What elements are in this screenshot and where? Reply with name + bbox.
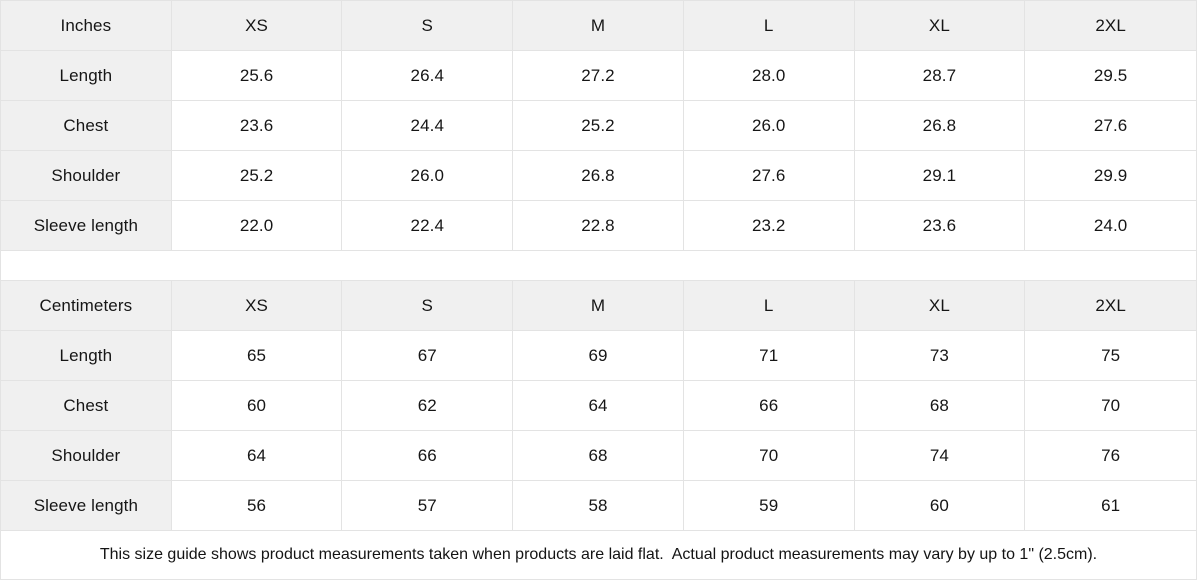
value-cell: 60 — [171, 381, 343, 431]
value-cell: 66 — [342, 431, 514, 481]
value-cell: 71 — [683, 331, 855, 381]
value-cell: 59 — [683, 481, 855, 531]
size-header-xs: XS — [171, 281, 343, 331]
size-header-2xl: 2XL — [1025, 281, 1196, 331]
size-header-l: L — [683, 1, 855, 51]
value-cell: 65 — [171, 331, 343, 381]
table-spacer — [1, 251, 1196, 281]
value-cell: 58 — [513, 481, 684, 531]
size-header-m: M — [513, 1, 684, 51]
size-header-m: M — [513, 281, 684, 331]
value-cell: 26.0 — [683, 101, 855, 151]
value-cell: 57 — [342, 481, 514, 531]
value-cell: 27.2 — [513, 51, 684, 101]
value-cell: 25.2 — [171, 151, 343, 201]
size-header-l: L — [683, 281, 855, 331]
value-cell: 74 — [854, 431, 1026, 481]
value-cell: 22.8 — [513, 201, 684, 251]
value-cell: 22.4 — [342, 201, 514, 251]
unit-header-centimeters: Centimeters — [1, 281, 172, 331]
size-header-s: S — [342, 1, 514, 51]
unit-header-inches: Inches — [1, 1, 172, 51]
row-label-sleeve-length: Sleeve length — [1, 201, 172, 251]
value-cell: 25.6 — [171, 51, 343, 101]
value-cell: 26.8 — [854, 101, 1026, 151]
value-cell: 28.0 — [683, 51, 855, 101]
value-cell: 61 — [1025, 481, 1196, 531]
value-cell: 76 — [1025, 431, 1196, 481]
value-cell: 26.8 — [513, 151, 684, 201]
value-cell: 23.6 — [171, 101, 343, 151]
value-cell: 24.0 — [1025, 201, 1196, 251]
value-cell: 75 — [1025, 331, 1196, 381]
value-cell: 70 — [683, 431, 855, 481]
value-cell: 66 — [683, 381, 855, 431]
value-cell: 67 — [342, 331, 514, 381]
value-cell: 69 — [513, 331, 684, 381]
value-cell: 68 — [513, 431, 684, 481]
value-cell: 22.0 — [171, 201, 343, 251]
row-label-chest: Chest — [1, 381, 172, 431]
value-cell: 26.4 — [342, 51, 514, 101]
value-cell: 60 — [854, 481, 1026, 531]
row-label-length: Length — [1, 331, 172, 381]
value-cell: 23.6 — [854, 201, 1026, 251]
centimeters-table: Centimeters XS S M L XL 2XL Length 65 67… — [1, 281, 1196, 531]
value-cell: 28.7 — [854, 51, 1026, 101]
value-cell: 29.9 — [1025, 151, 1196, 201]
row-label-length: Length — [1, 51, 172, 101]
size-header-xl: XL — [854, 1, 1026, 51]
value-cell: 64 — [513, 381, 684, 431]
size-header-2xl: 2XL — [1025, 1, 1196, 51]
value-cell: 27.6 — [683, 151, 855, 201]
inches-table: Inches XS S M L XL 2XL Length 25.6 26.4 … — [1, 1, 1196, 251]
size-header-xs: XS — [171, 1, 343, 51]
value-cell: 24.4 — [342, 101, 514, 151]
row-label-shoulder: Shoulder — [1, 431, 172, 481]
row-label-sleeve-length: Sleeve length — [1, 481, 172, 531]
value-cell: 68 — [854, 381, 1026, 431]
value-cell: 23.2 — [683, 201, 855, 251]
value-cell: 56 — [171, 481, 343, 531]
value-cell: 64 — [171, 431, 343, 481]
value-cell: 26.0 — [342, 151, 514, 201]
size-header-s: S — [342, 281, 514, 331]
value-cell: 29.5 — [1025, 51, 1196, 101]
value-cell: 27.6 — [1025, 101, 1196, 151]
row-label-shoulder: Shoulder — [1, 151, 172, 201]
value-cell: 29.1 — [854, 151, 1026, 201]
row-label-chest: Chest — [1, 101, 172, 151]
value-cell: 25.2 — [513, 101, 684, 151]
value-cell: 62 — [342, 381, 514, 431]
size-header-xl: XL — [854, 281, 1026, 331]
value-cell: 73 — [854, 331, 1026, 381]
value-cell: 70 — [1025, 381, 1196, 431]
size-guide-note: This size guide shows product measuremen… — [1, 531, 1196, 579]
